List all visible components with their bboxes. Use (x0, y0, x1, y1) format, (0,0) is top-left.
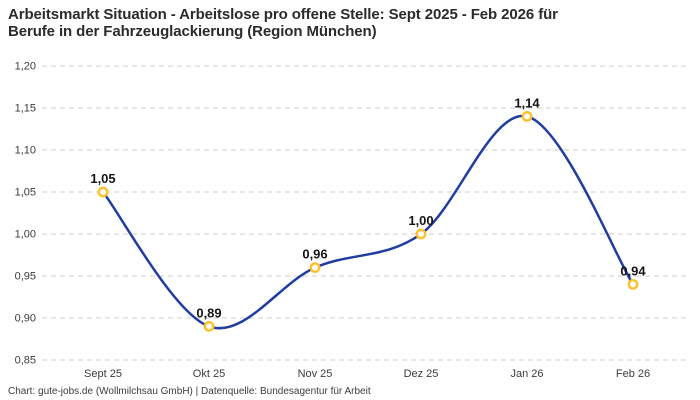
y-tick-label: 1,10 (15, 145, 36, 157)
chart-title-line1: Arbeitsmarkt Situation - Arbeitslose pro… (8, 6, 558, 23)
data-point-value-label: 0,94 (620, 263, 646, 278)
chart-title: Arbeitsmarkt Situation - Arbeitslose pro… (8, 6, 558, 40)
attribution: Chart: gute-jobs.de (Wollmilchsau GmbH) … (8, 386, 371, 397)
data-point-value-label: 0,89 (196, 305, 221, 320)
y-axis-tick-labels: 1,20 1,15 1,10 1,05 1,00 0,95 0,90 0,85 (15, 61, 36, 367)
x-tick-label: Sept 25 (84, 368, 122, 380)
y-tick-label: 0,95 (15, 271, 36, 283)
x-tick-label: Dez 25 (404, 368, 439, 380)
y-tick-label: 1,15 (15, 103, 36, 115)
y-tick-label: 0,85 (15, 355, 36, 367)
data-point-marker (97, 186, 109, 198)
data-point-marker (309, 262, 321, 273)
line-series (101, 114, 635, 330)
data-point-marker (627, 278, 639, 290)
x-tick-label: Nov 25 (298, 368, 333, 380)
data-point-value-label: 0,96 (302, 247, 327, 262)
chart-title-line2: Berufe in der Fahrzeuglackierung (Region… (8, 23, 377, 40)
data-point-value-label: 1,00 (408, 213, 433, 228)
data-point-marker (415, 228, 427, 240)
y-tick-label: 1,20 (15, 61, 36, 73)
y-tick-label: 1,05 (15, 187, 36, 199)
x-tick-label: Okt 25 (193, 368, 225, 380)
x-tick-label: Jan 26 (510, 368, 543, 380)
gridlines (42, 65, 688, 361)
data-point-marker (521, 111, 533, 122)
data-point-markers (97, 111, 639, 332)
data-point-value-label: 1,05 (90, 171, 115, 186)
data-point-labels: 1,05 0,89 0,96 1,00 1,14 0,94 (90, 95, 646, 320)
data-point-marker (203, 320, 215, 332)
y-tick-label: 0,90 (15, 313, 36, 325)
data-point-value-label: 1,14 (514, 95, 540, 110)
x-tick-label: Feb 26 (616, 368, 650, 380)
y-tick-label: 1,00 (15, 229, 36, 241)
x-axis-tick-labels: Sept 25 Okt 25 Nov 25 Dez 25 Jan 26 Feb 26 (84, 368, 650, 380)
